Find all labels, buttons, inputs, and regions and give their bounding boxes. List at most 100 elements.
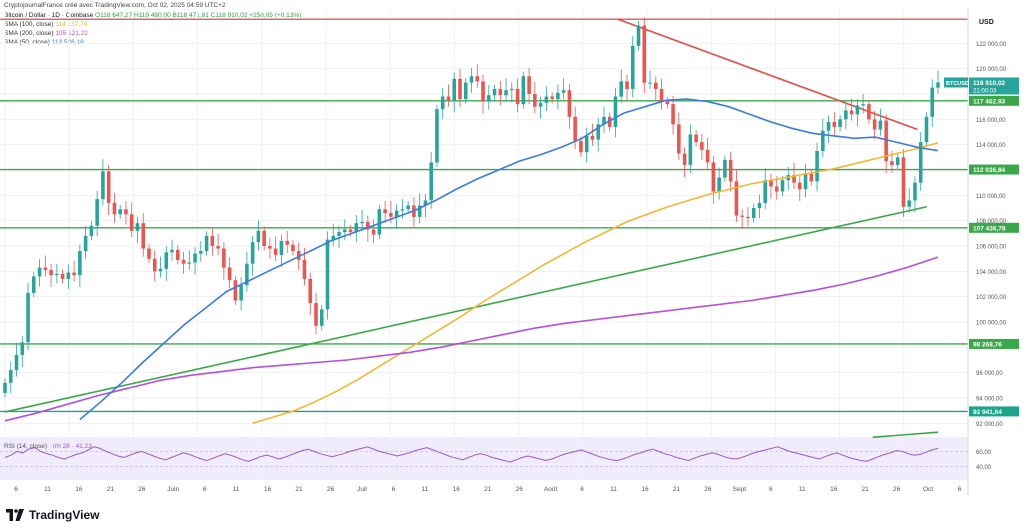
level-label: 92 941,64 <box>973 409 1002 416</box>
candle-body <box>567 90 572 117</box>
time-tick-label: 6 <box>392 486 396 493</box>
price-tick-label: 110 000,00 <box>976 194 1006 200</box>
price-tick-label: 122 000,00 <box>976 42 1007 48</box>
tradingview-wordmark: TradingView <box>29 508 100 522</box>
candle-body <box>95 199 99 226</box>
candle-body <box>135 223 140 231</box>
candle-body <box>20 342 25 355</box>
price-tick-label: 102 000,00 <box>976 295 1007 301</box>
candle-body <box>124 209 128 215</box>
candle-body <box>774 186 779 192</box>
level-label: 112 036,84 <box>973 167 1006 174</box>
candle-body <box>106 171 111 203</box>
candle-body <box>561 90 566 93</box>
candle-body <box>279 240 284 255</box>
rsi-label-value: rrh 28 · 41,23 <box>53 443 92 450</box>
candle-body <box>440 96 445 110</box>
candle-body <box>8 370 13 383</box>
candle-body <box>250 242 255 264</box>
time-tick-label: 26 <box>516 486 524 493</box>
candle-body <box>844 110 848 120</box>
price-tick-label: 40,00 <box>976 465 992 471</box>
legend-sma-50[interactable]: SMA (50, close) 113 526,18 <box>4 38 301 47</box>
candle-body <box>705 149 710 163</box>
candle-body <box>435 109 439 163</box>
time-tick-label: Sept <box>733 486 747 493</box>
tradingview-logo-icon <box>6 509 24 521</box>
candle-body <box>550 96 554 100</box>
candle-body <box>521 76 526 105</box>
level-label: 107 436,78 <box>973 225 1006 232</box>
time-tick-label: 6 <box>958 486 962 493</box>
candle-body <box>210 235 215 246</box>
legend-sma-200-label: SMA (200, close) <box>4 30 54 37</box>
candle-body <box>371 229 376 235</box>
candle-body <box>815 151 819 182</box>
price-tick-label: 108 000,00 <box>976 219 1007 225</box>
candle-body <box>383 209 387 214</box>
candle-body <box>308 278 313 303</box>
candle-body <box>343 229 347 233</box>
legend-sma-100[interactable]: SMA (100, close) 114 137,74 <box>4 20 301 29</box>
candle-body <box>855 105 860 115</box>
price-tick-label: 114 000,00 <box>976 143 1006 149</box>
ohlc-values: O118 647,27 H119 480,00 B118 471,81 C118… <box>95 12 302 19</box>
chart-header: CryptojournalFrance créé avec TradingVie… <box>4 2 226 9</box>
candle-body <box>918 142 923 183</box>
time-tick-label: 16 <box>453 486 461 493</box>
time-tick-label: 16 <box>641 486 649 493</box>
candle-body <box>515 88 520 105</box>
level-label-box <box>969 222 1019 233</box>
price-tick-label: 100 000,00 <box>976 321 1007 327</box>
sma-line <box>252 142 939 425</box>
candle-body <box>314 303 318 326</box>
candle-body <box>849 110 854 115</box>
candle-body <box>486 95 491 102</box>
level-label: 117 462,93 <box>973 98 1006 105</box>
candle-body <box>199 251 203 254</box>
candle-body <box>158 268 163 272</box>
candle-body <box>579 140 583 153</box>
time-tick-label: 16 <box>830 486 838 493</box>
time-tick-label: 26 <box>327 486 335 493</box>
candle-body <box>619 81 624 97</box>
candle-body <box>55 273 59 276</box>
candle-body <box>711 162 716 192</box>
candle-body <box>867 104 871 120</box>
candle-body <box>809 173 814 182</box>
time-tick-label: 11 <box>421 486 428 493</box>
candle-body <box>694 134 698 143</box>
candle-body <box>319 309 324 326</box>
candle-body <box>924 116 929 143</box>
legend-sma-50-value: 113 526,18 <box>51 39 84 46</box>
candle-body <box>72 272 76 276</box>
candle-body <box>498 88 503 96</box>
candle-body <box>325 239 330 310</box>
candle-body <box>538 102 543 107</box>
tradingview-branding: TradingView <box>6 506 99 524</box>
symbol-line: Bitcoin / Dollar · 1D · Coinbase O118 64… <box>4 11 301 20</box>
candle-countdown-label: 21:00:03 <box>973 88 997 94</box>
candle-body <box>803 173 808 189</box>
price-tick-label: 60,00 <box>976 450 992 456</box>
candle-body <box>227 267 232 281</box>
candle-body <box>78 251 82 276</box>
trendline-ascending-support <box>4 205 927 413</box>
candle-body <box>492 88 497 96</box>
candle-body <box>429 162 433 201</box>
candle-body <box>43 267 48 271</box>
candle-body <box>826 121 831 131</box>
candle-body <box>682 153 687 165</box>
candle-body <box>740 215 744 217</box>
candle-body <box>360 221 364 224</box>
candle-body <box>556 92 560 100</box>
time-tick-label: 11 <box>233 486 240 493</box>
candle-body <box>907 200 911 207</box>
candle-body <box>32 276 36 293</box>
legend-sma-200[interactable]: SMA (200, close) 105 121,22 <box>4 29 301 38</box>
candle-body <box>613 96 618 127</box>
time-tick-label: Juin <box>167 486 179 493</box>
candle-body <box>463 82 468 100</box>
candle-body <box>204 235 209 252</box>
